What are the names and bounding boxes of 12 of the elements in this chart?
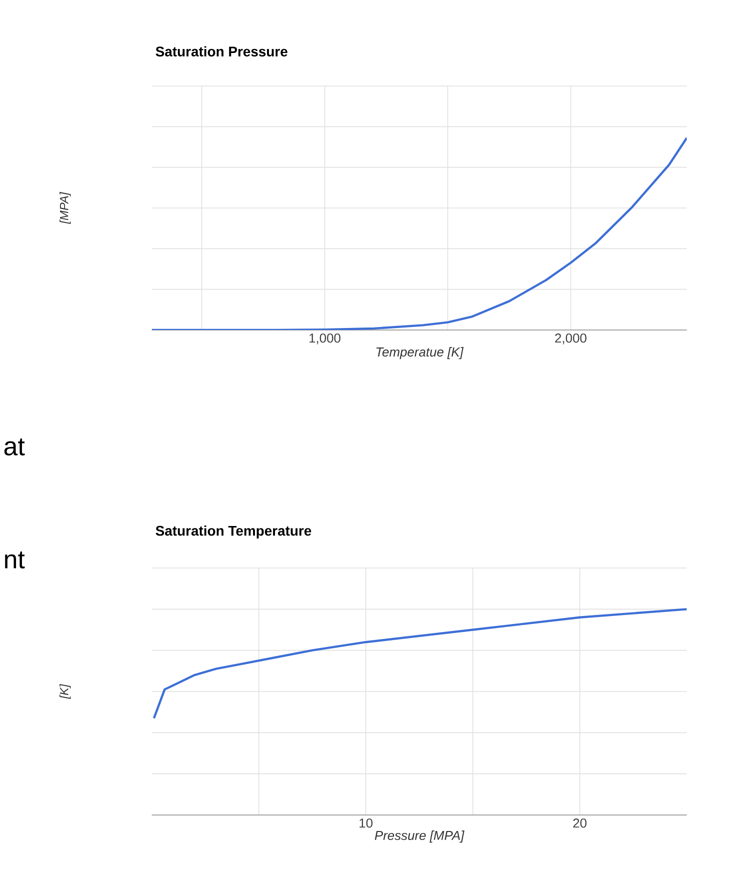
x-tick-label: 10 bbox=[360, 818, 373, 828]
text: nt bbox=[5, 552, 25, 568]
chart-title: Saturation Temperature bbox=[156, 525, 312, 538]
x-tick-label: 2,000 bbox=[555, 334, 586, 344]
text: at bbox=[4, 438, 25, 456]
chart-title: Saturation Pressure bbox=[156, 46, 288, 56]
y-axis-title: [MPA] bbox=[60, 192, 71, 224]
x-tick-label: 1,000 bbox=[310, 334, 341, 344]
x-tick-label: 20 bbox=[573, 818, 587, 828]
y-axis-title: [K] bbox=[60, 684, 71, 700]
x-axis-title: Temperatue [K] bbox=[376, 347, 464, 360]
x-axis-title: Pressure [MPA] bbox=[374, 830, 465, 843]
